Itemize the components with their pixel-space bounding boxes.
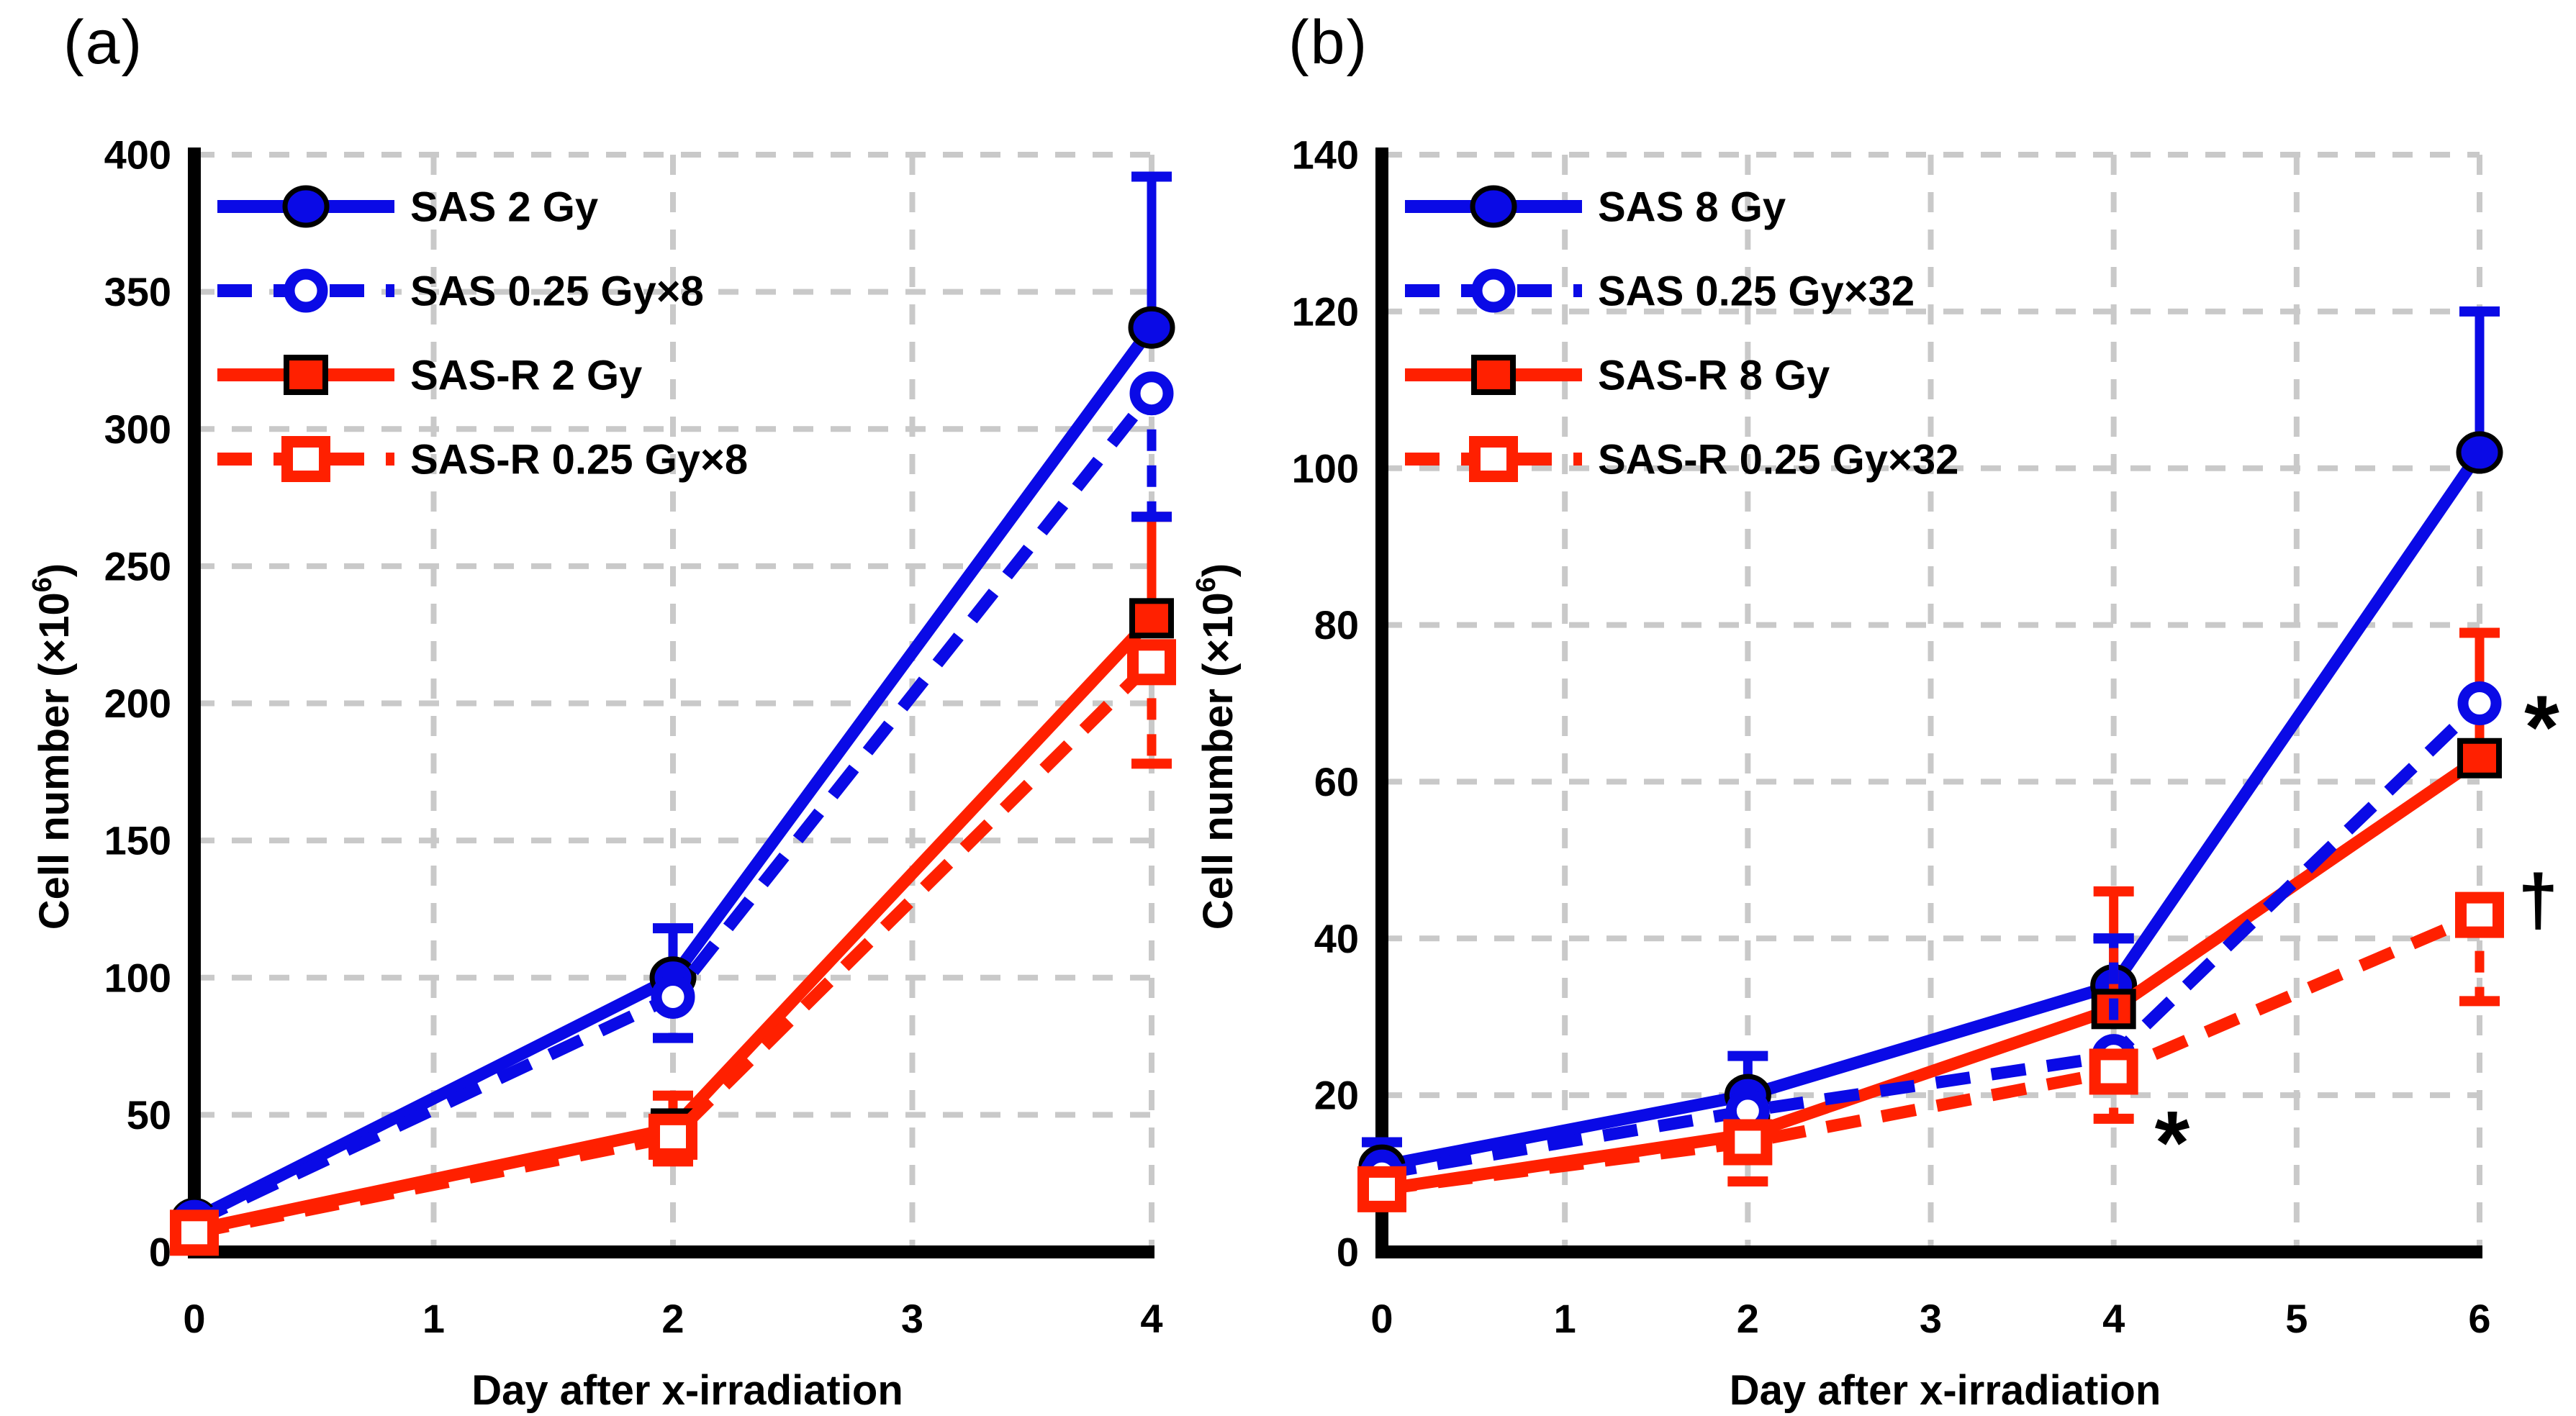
legend-marker bbox=[284, 355, 328, 395]
y-tick-label: 200 bbox=[104, 681, 171, 726]
legend-marker bbox=[284, 268, 328, 313]
data-point-marker bbox=[170, 1210, 219, 1256]
x-tick-label: 3 bbox=[901, 1296, 923, 1341]
x-tick-label: 1 bbox=[1554, 1296, 1576, 1341]
y-tick-label: 150 bbox=[104, 818, 171, 863]
y-axis-title: Cell number (×106) bbox=[1191, 563, 1242, 930]
series-line bbox=[1380, 753, 2483, 1196]
legend-marker bbox=[282, 185, 330, 228]
data-point-marker bbox=[1128, 306, 1175, 349]
y-tick-label: 250 bbox=[104, 543, 171, 589]
series-b-3 bbox=[1357, 891, 2504, 1212]
y-tick-label: 0 bbox=[1337, 1230, 1359, 1275]
series-line bbox=[1380, 449, 2485, 1172]
y-tick-label: 300 bbox=[104, 407, 171, 452]
x-tick-label: 4 bbox=[1140, 1296, 1162, 1341]
data-point-marker bbox=[1127, 639, 1176, 686]
series-line bbox=[1380, 699, 2484, 1180]
y-tick-label: 80 bbox=[1314, 602, 1359, 648]
data-point-marker bbox=[651, 974, 695, 1019]
gridlines-b bbox=[1382, 152, 2482, 1252]
x-tick-label: 5 bbox=[2285, 1296, 2308, 1341]
data-point-marker bbox=[2089, 1048, 2138, 1095]
x-axis-title: Day after x-irradiation bbox=[1730, 1367, 2161, 1414]
legend-label: SAS 8 Gy bbox=[1598, 183, 1786, 230]
x-axis-title: Day after x-irradiation bbox=[471, 1367, 903, 1414]
panel-a: 0 50 100 150 200 250 300 350 400 0 1 2 3 4 Day after x… bbox=[27, 132, 1176, 1414]
y-tick-label: 40 bbox=[1314, 916, 1359, 961]
data-point-marker bbox=[2457, 738, 2502, 779]
legend-marker bbox=[1470, 185, 1517, 228]
x-tick-label: 2 bbox=[1737, 1296, 1759, 1341]
x-tick-label: 1 bbox=[422, 1296, 445, 1341]
y-axis-title: Cell number (×106) bbox=[27, 563, 78, 930]
y-tick-label: 0 bbox=[149, 1230, 171, 1275]
y-tick-label: 50 bbox=[127, 1092, 171, 1138]
x-tick-label: 0 bbox=[1370, 1296, 1393, 1341]
legend-marker bbox=[1471, 268, 1516, 313]
series-a-0 bbox=[171, 171, 1175, 1240]
legend-a: SAS 2 Gy SAS 0.25 Gy×8 SAS-R 2 Gy SAS-R 0.2… bbox=[217, 183, 748, 483]
data-point-marker bbox=[1129, 598, 1174, 639]
legend-label: SAS-R 2 Gy bbox=[410, 352, 642, 399]
y-tick-label: 350 bbox=[104, 269, 171, 314]
legend-b: SAS 8 Gy SAS 0.25 Gy×32 SAS-R 8 Gy SAS-R 0.… bbox=[1405, 183, 1958, 483]
y-tick-label: 100 bbox=[1292, 445, 1359, 491]
series-line bbox=[1380, 909, 2482, 1196]
legend-label: SAS 2 Gy bbox=[410, 183, 598, 230]
y-tick-label: 60 bbox=[1314, 759, 1359, 804]
gridlines-a bbox=[194, 152, 1154, 1252]
series-a-3 bbox=[170, 639, 1176, 1256]
panel-b: 0 20 40 60 80 100 120 140 0 1 2 3 4 5 6 Day after x-irr… bbox=[1191, 132, 2559, 1414]
significance-annotation: * bbox=[2155, 1093, 2190, 1193]
significance-annotation: † bbox=[2518, 860, 2559, 940]
legend-marker bbox=[1469, 436, 1518, 482]
legend-marker bbox=[281, 436, 330, 482]
y-tick-label: 120 bbox=[1292, 289, 1359, 334]
data-point-marker bbox=[1129, 371, 1174, 416]
legend-label: SAS-R 8 Gy bbox=[1598, 352, 1830, 399]
x-tick-label: 6 bbox=[2468, 1296, 2490, 1341]
x-tick-label: 3 bbox=[1920, 1296, 1942, 1341]
x-tick-label: 2 bbox=[661, 1296, 684, 1341]
data-point-marker bbox=[648, 1113, 697, 1160]
legend-label: SAS 0.25 Gy×32 bbox=[1598, 268, 1915, 314]
y-tick-label: 20 bbox=[1314, 1073, 1359, 1118]
significance-annotation: * bbox=[2524, 678, 2559, 778]
data-point-marker bbox=[1357, 1166, 1406, 1212]
x-tick-label: 0 bbox=[183, 1296, 205, 1341]
y-tick-label: 140 bbox=[1292, 132, 1359, 178]
y-tick-label: 400 bbox=[104, 132, 171, 178]
legend-marker bbox=[1471, 355, 1516, 395]
x-tick-label: 4 bbox=[2102, 1296, 2125, 1341]
data-point-marker bbox=[2455, 891, 2504, 938]
data-point-marker bbox=[2456, 431, 2503, 474]
legend-label: SAS-R 0.25 Gy×32 bbox=[1598, 436, 1958, 483]
legend-label: SAS 0.25 Gy×8 bbox=[410, 268, 704, 314]
panel-a-letter: (a) bbox=[63, 8, 144, 77]
panel-b-letter: (b) bbox=[1288, 8, 1369, 77]
y-tick-label: 100 bbox=[104, 955, 171, 1000]
data-point-marker bbox=[2457, 681, 2502, 725]
legend-label: SAS-R 0.25 Gy×8 bbox=[410, 436, 748, 483]
data-point-marker bbox=[1723, 1119, 1773, 1166]
